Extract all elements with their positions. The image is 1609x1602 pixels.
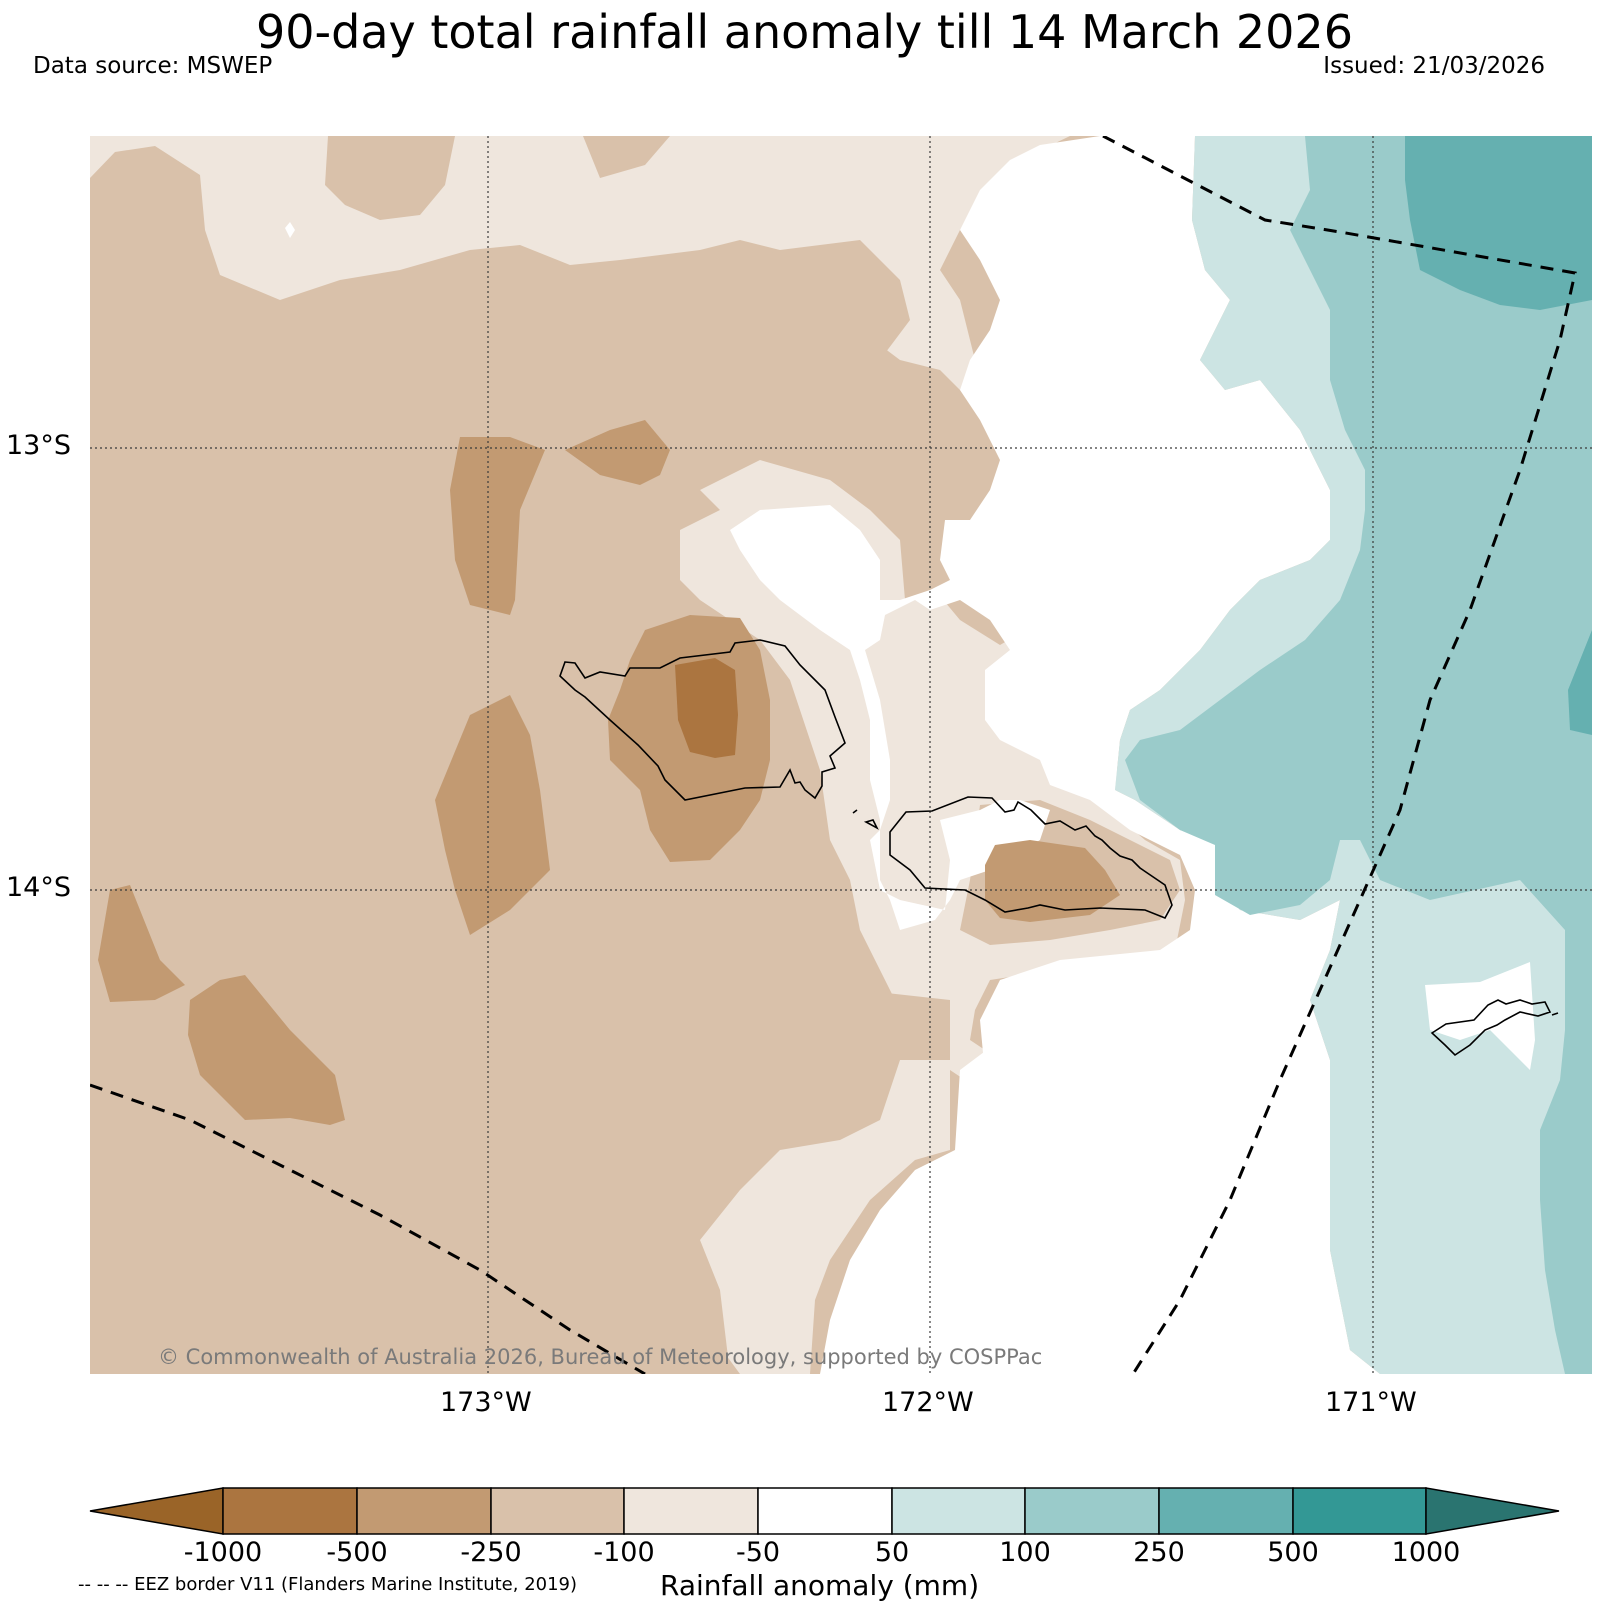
lat-label-14s: 14°S (6, 872, 71, 903)
colorbar-bin (1292, 1487, 1427, 1535)
anomaly-area-neutral (730, 136, 1380, 1374)
colorbar-tick-label: 1000 (1391, 1537, 1461, 1568)
map-gridlines (90, 136, 1592, 1374)
copyright-credit: © Commonwealth of Australia 2026, Bureau… (158, 1345, 1043, 1369)
anomaly-area-minus250-northwest (450, 437, 545, 615)
anomaly-area-neutral-small (285, 222, 295, 238)
lon-label-171w: 171°W (1325, 1387, 1417, 1418)
anomaly-area-plus100 (1125, 136, 1592, 1374)
colorbar-title: Rainfall anomaly (mm) (660, 1569, 980, 1602)
data-source-label: Data source: MSWEP (33, 53, 273, 79)
savaii-coastline (559, 639, 846, 801)
anomaly-area-minus250-samoa (985, 840, 1120, 922)
colorbar-tick-label: -50 (735, 1537, 781, 1568)
colorbar-tick-label: 500 (1267, 1537, 1319, 1568)
colorbar-bin (1024, 1487, 1160, 1535)
colorbar-bin (891, 1487, 1026, 1535)
colorbar (89, 1487, 1560, 1535)
anomaly-area-minus50-north (90, 136, 1185, 1374)
anomaly-area-minus250-southwest (98, 885, 185, 1002)
lon-label-173w: 173°W (440, 1387, 532, 1418)
colorbar-bin (490, 1487, 625, 1535)
map-title: 90-day total rainfall anomaly till 14 Ma… (256, 5, 1353, 59)
anomaly-area-minus250-south (188, 975, 345, 1125)
anomaly-area-minus100-north (583, 136, 670, 178)
upolu-coastline (889, 796, 1173, 920)
anomaly-area-minus100-northwest (325, 136, 455, 220)
lat-label-13s: 13°S (6, 430, 71, 461)
eez-border (90, 136, 1577, 1374)
colorbar-tick-label: 50 (874, 1537, 910, 1568)
anomaly-area-plus250-east (1568, 630, 1592, 735)
colorbar-tick-label: 250 (1133, 1537, 1185, 1568)
colorbar-bin (623, 1487, 759, 1535)
eez-legend-note: -- -- -- EEZ border V11 (Flanders Marine… (78, 1574, 578, 1595)
anomaly-area-neutral-east (1425, 962, 1535, 1070)
manono-coastline (852, 809, 858, 814)
anomaly-area-minus250-west (435, 695, 550, 935)
issued-date-label: Issued: 21/03/2026 (1323, 53, 1545, 79)
lon-label-172w: 172°W (882, 1387, 974, 1418)
tutuila-coastline (1430, 999, 1552, 1057)
colorbar-bin (356, 1487, 492, 1535)
colorbar-bin (222, 1487, 358, 1535)
aunuu-coastline (1551, 1012, 1559, 1016)
colorbar-tick-label: -250 (460, 1537, 522, 1568)
apolima-coastline (863, 819, 879, 830)
colorbar-tick-label: -500 (326, 1537, 388, 1568)
anomaly-area-minus500 (675, 658, 738, 758)
coastlines (559, 639, 1559, 1057)
colorbar-tick-label: 100 (999, 1537, 1051, 1568)
colorbar-bin (757, 1487, 893, 1535)
colorbar-extend-low (89, 1487, 224, 1535)
colorbar-tick-label: -1000 (183, 1537, 263, 1568)
anomaly-area-minus250-north (565, 420, 670, 485)
colorbar-extend-high (1425, 1487, 1560, 1535)
colorbar-bin (1158, 1487, 1294, 1535)
colorbar-tick-label: -100 (593, 1537, 655, 1568)
